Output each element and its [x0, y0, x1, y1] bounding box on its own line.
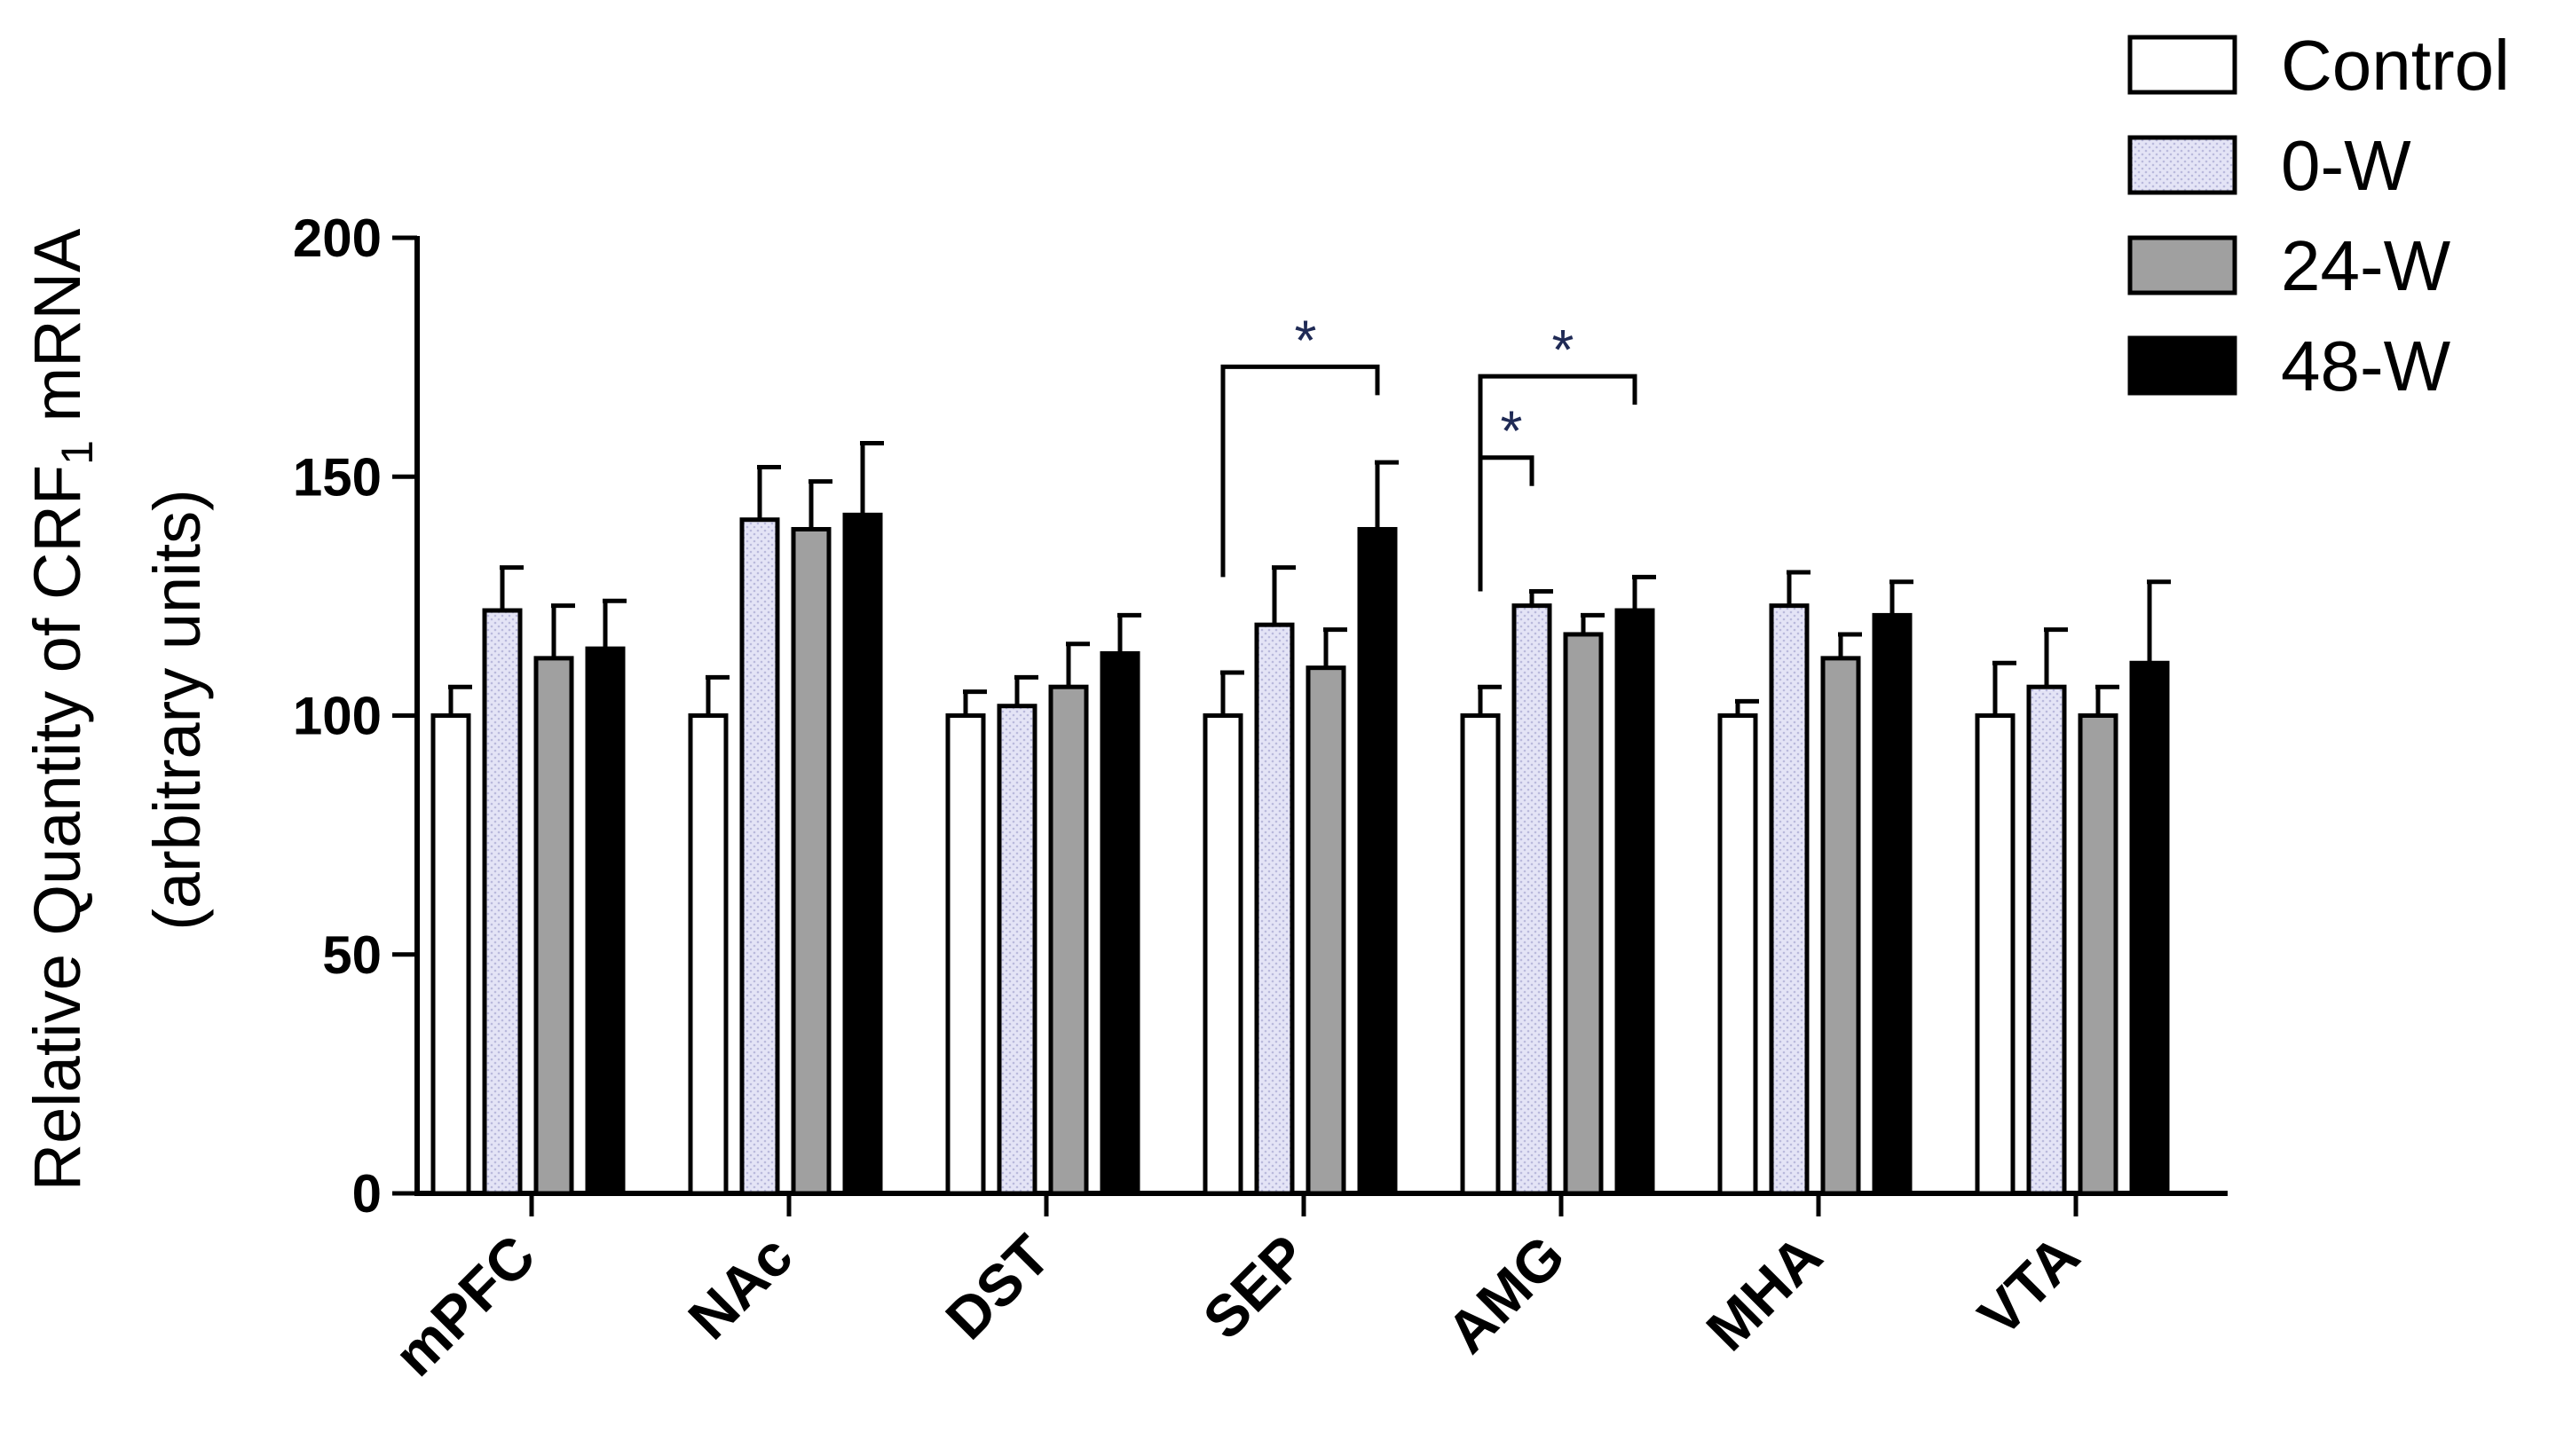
- x-tick-label-AMG: AMG: [1434, 1223, 1577, 1365]
- bar-VTA-24-W: [2078, 713, 2118, 1196]
- bar-DST-24-W: [1048, 684, 1089, 1196]
- significance-bracket: [1478, 374, 1637, 592]
- y-tick-label: 200: [293, 209, 382, 268]
- legend-label-24-W: 24-W: [2281, 226, 2451, 305]
- bar-AMG-48-W: [1614, 608, 1655, 1196]
- legend-swatch-24-W: [2127, 235, 2237, 295]
- y-tick-label: 150: [293, 447, 382, 507]
- bar-mPFC-24-W: [533, 656, 574, 1196]
- y-tick-label: 50: [322, 925, 382, 985]
- bar-SEP-0-W: [1254, 622, 1295, 1196]
- legend-swatch-48-W: [2127, 335, 2237, 396]
- bar-NAc-48-W: [842, 512, 883, 1196]
- bar-NAc-0-W: [739, 517, 780, 1196]
- x-tick-label-mPFC: mPFC: [382, 1223, 548, 1389]
- legend: Control 0-W 24-W 48-W: [2127, 26, 2510, 405]
- bar-mPFC-48-W: [585, 646, 626, 1196]
- x-tick-label-NAc: NAc: [675, 1223, 805, 1352]
- y-axis-title: Relative Quantity of CRF1 mRNA (arbitrar…: [20, 228, 214, 1191]
- bar-VTA-Control: [1975, 713, 2016, 1196]
- bar-AMG-24-W: [1563, 632, 1604, 1196]
- bar-SEP-24-W: [1306, 665, 1346, 1196]
- significance-star: *: [1501, 399, 1523, 463]
- bar-VTA-0-W: [2026, 684, 2067, 1196]
- bar-NAc-Control: [688, 713, 729, 1196]
- bar-mPFC-0-W: [482, 608, 523, 1196]
- significance-star: *: [1295, 308, 1317, 372]
- bar-AMG-0-W: [1511, 603, 1552, 1196]
- bar-mPFC-Control: [430, 713, 471, 1196]
- bar-MHA-Control: [1717, 713, 1758, 1196]
- bar-VTA-48-W: [2129, 660, 2170, 1196]
- y-axis-title-line2: (arbitrary units): [140, 489, 214, 931]
- y-tick-label: 100: [293, 687, 382, 746]
- bar-SEP-Control: [1203, 713, 1243, 1196]
- significance-bracket: [1478, 455, 1534, 592]
- bar-MHA-24-W: [1820, 656, 1861, 1196]
- bar-NAc-24-W: [791, 526, 832, 1196]
- bar-AMG-Control: [1460, 713, 1501, 1196]
- x-tick-label-SEP: SEP: [1190, 1223, 1320, 1352]
- bar-SEP-48-W: [1357, 526, 1398, 1196]
- bar-DST-48-W: [1100, 650, 1140, 1196]
- legend-swatch-Control: [2127, 35, 2237, 95]
- x-tick-label-DST: DST: [933, 1223, 1062, 1352]
- bar-MHA-0-W: [1769, 603, 1810, 1196]
- y-axis-title-line1: Relative Quantity of CRF1 mRNA: [20, 228, 102, 1191]
- plot-area: 0 50 100 150 200 mPFC NAc DST SEP AMG MHA VTA * * *: [293, 209, 2228, 1389]
- y-tick-label: 0: [352, 1164, 382, 1224]
- bar-DST-0-W: [997, 704, 1037, 1196]
- bar-MHA-48-W: [1872, 612, 1913, 1196]
- significance-bracket: [1220, 364, 1380, 578]
- significance-star: *: [1552, 318, 1574, 382]
- legend-label-0-W: 0-W: [2281, 126, 2411, 205]
- bar-DST-Control: [945, 713, 986, 1196]
- legend-label-48-W: 48-W: [2281, 327, 2451, 405]
- legend-swatch-0-W: [2127, 135, 2237, 195]
- x-tick-label-VTA: VTA: [1966, 1223, 2092, 1349]
- legend-label-Control: Control: [2281, 26, 2510, 105]
- x-tick-label-MHA: MHA: [1693, 1223, 1834, 1364]
